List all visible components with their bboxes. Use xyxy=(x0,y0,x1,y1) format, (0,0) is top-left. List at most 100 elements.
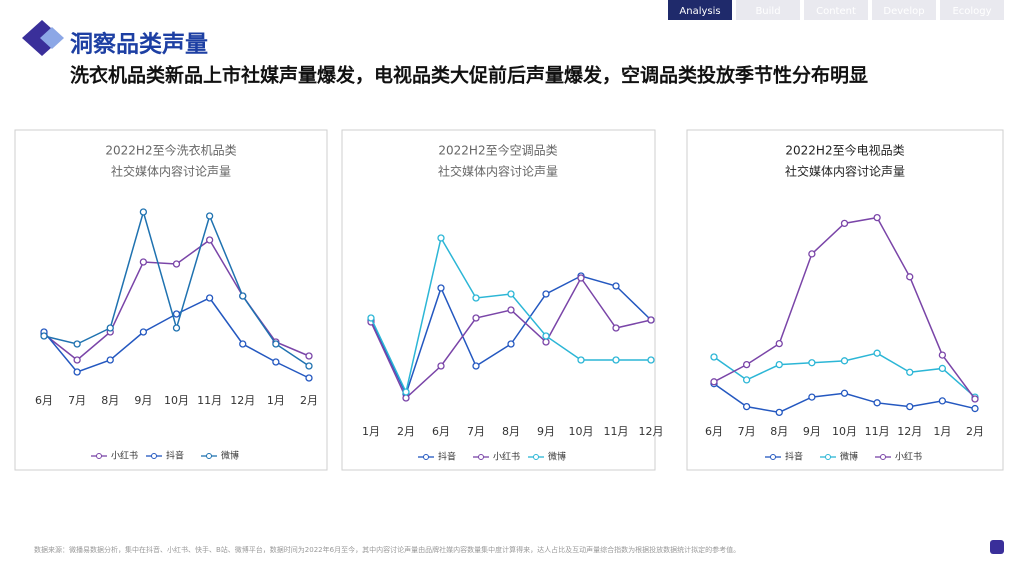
chart-subtitle: 社交媒体内容讨论声量 xyxy=(111,164,231,179)
series-line xyxy=(43,297,310,379)
nav-tab-label[interactable]: Build xyxy=(755,6,780,17)
point xyxy=(305,362,313,370)
x-tick-label: 6月 xyxy=(705,425,723,438)
point xyxy=(172,324,181,332)
x-tick-label: 7月 xyxy=(68,394,86,407)
point xyxy=(542,290,550,298)
point xyxy=(971,395,979,403)
x-tick-label: 8月 xyxy=(101,394,119,407)
legend-label: 微博 xyxy=(221,450,239,462)
x-tick-label: 6月 xyxy=(432,425,450,438)
x-tick-label: 2月 xyxy=(966,425,984,438)
point xyxy=(437,234,445,242)
series-line xyxy=(370,235,651,395)
x-tick-label: 1月 xyxy=(362,425,380,438)
nav-tab[interactable] xyxy=(736,0,800,20)
legend-label: 微博 xyxy=(840,451,858,463)
nav-tab[interactable] xyxy=(872,0,936,20)
point xyxy=(272,340,280,348)
x-tick-label: 10月 xyxy=(832,425,857,438)
point xyxy=(775,360,783,369)
legend-marker xyxy=(96,453,102,459)
point xyxy=(106,356,114,364)
x-tick-label: 11月 xyxy=(197,394,222,407)
x-tick-label: 7月 xyxy=(467,425,485,438)
point xyxy=(577,274,585,282)
point xyxy=(742,376,751,384)
chart-subtitle: 社交媒体内容讨论声量 xyxy=(785,164,905,179)
point xyxy=(507,306,515,314)
panel xyxy=(341,129,656,471)
point xyxy=(542,338,550,346)
title: 洞察品类声量 xyxy=(70,31,208,58)
point xyxy=(906,402,914,411)
nav-tab-label[interactable]: Develop xyxy=(883,6,924,17)
point xyxy=(106,324,114,332)
legend-label: 抖音 xyxy=(438,451,456,463)
point xyxy=(139,208,148,216)
point xyxy=(73,340,81,348)
x-tick-label: 8月 xyxy=(770,425,788,438)
logo-diamond xyxy=(40,27,64,49)
point xyxy=(775,339,783,348)
legend-label: 小红书 xyxy=(895,451,922,463)
point xyxy=(938,351,947,359)
point xyxy=(172,310,181,318)
point xyxy=(239,292,247,300)
point xyxy=(612,324,620,332)
point xyxy=(938,397,947,405)
point xyxy=(873,213,881,222)
nav-tab[interactable] xyxy=(668,0,732,20)
point xyxy=(808,250,816,258)
nav-tab-label[interactable]: Analysis xyxy=(679,6,720,17)
legend-marker xyxy=(478,454,484,460)
legend-label: 抖音 xyxy=(785,451,803,463)
x-tick-label: 7月 xyxy=(738,425,756,438)
nav-tab[interactable] xyxy=(804,0,868,20)
point xyxy=(742,402,751,411)
brand-icon xyxy=(990,540,1004,554)
x-tick-label: 9月 xyxy=(803,425,821,438)
x-tick-label: 9月 xyxy=(537,425,555,438)
point xyxy=(971,404,979,413)
point xyxy=(775,408,783,417)
x-tick-label: 6月 xyxy=(35,394,53,407)
x-tick-label: 12月 xyxy=(230,394,255,407)
point xyxy=(239,340,247,348)
x-tick-label: 2月 xyxy=(397,425,415,438)
point xyxy=(437,284,445,292)
point xyxy=(612,282,620,290)
x-tick-label: 10月 xyxy=(164,394,189,407)
x-tick-label: 8月 xyxy=(502,425,520,438)
point xyxy=(840,357,849,365)
legend-marker xyxy=(825,454,831,460)
point xyxy=(139,258,148,266)
x-tick-label: 2月 xyxy=(300,394,318,407)
legend-marker xyxy=(423,454,429,460)
footnote: 数据来源：微播易数据分析，集中在抖音、小红书、快手、B站、微博平台，数据时间为2… xyxy=(34,545,740,554)
point xyxy=(437,362,445,370)
chart-title: 2022H2至今洗衣机品类 xyxy=(105,143,236,158)
x-tick-label: 9月 xyxy=(134,394,152,407)
legend-marker xyxy=(770,454,776,460)
nav-tab-label[interactable]: Content xyxy=(816,6,856,17)
x-tick-label: 11月 xyxy=(604,425,629,438)
series-line xyxy=(43,238,310,361)
point xyxy=(647,356,655,364)
nav-tab[interactable] xyxy=(940,0,1004,20)
point xyxy=(402,394,410,402)
point xyxy=(612,356,620,364)
point xyxy=(205,294,214,302)
point xyxy=(205,236,214,244)
point xyxy=(906,273,914,281)
x-tick-label: 10月 xyxy=(569,425,594,438)
legend-label: 小红书 xyxy=(493,451,520,463)
nav-tab-label[interactable]: Ecology xyxy=(952,6,991,17)
legend-marker xyxy=(206,453,212,459)
point xyxy=(507,340,515,348)
legend-marker xyxy=(533,454,539,460)
point xyxy=(305,352,313,360)
point xyxy=(710,378,718,386)
